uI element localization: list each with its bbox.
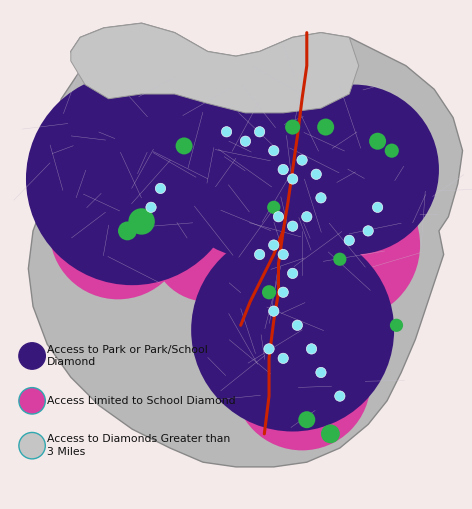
Circle shape bbox=[302, 212, 312, 222]
Circle shape bbox=[269, 84, 439, 254]
Circle shape bbox=[26, 73, 238, 285]
Circle shape bbox=[155, 183, 166, 193]
Circle shape bbox=[287, 268, 298, 278]
Circle shape bbox=[269, 146, 279, 156]
Circle shape bbox=[50, 162, 186, 299]
Circle shape bbox=[19, 433, 45, 459]
Circle shape bbox=[240, 136, 251, 147]
Circle shape bbox=[176, 137, 193, 154]
Circle shape bbox=[19, 343, 45, 369]
Text: Access to Park or Park/School
Diamond: Access to Park or Park/School Diamond bbox=[47, 345, 208, 367]
Circle shape bbox=[128, 208, 155, 235]
Circle shape bbox=[19, 388, 45, 414]
Circle shape bbox=[160, 61, 359, 259]
Circle shape bbox=[262, 285, 276, 299]
Polygon shape bbox=[28, 23, 463, 467]
Circle shape bbox=[234, 314, 371, 450]
Circle shape bbox=[363, 225, 373, 236]
Circle shape bbox=[390, 319, 403, 332]
Circle shape bbox=[316, 367, 326, 378]
Circle shape bbox=[269, 240, 279, 250]
Circle shape bbox=[146, 202, 156, 212]
Circle shape bbox=[335, 391, 345, 401]
Circle shape bbox=[278, 287, 288, 297]
Circle shape bbox=[191, 229, 394, 432]
Circle shape bbox=[278, 249, 288, 260]
Circle shape bbox=[269, 169, 420, 321]
Circle shape bbox=[287, 221, 298, 232]
Circle shape bbox=[333, 252, 346, 266]
Circle shape bbox=[369, 133, 386, 150]
Text: Access Limited to School Diamond: Access Limited to School Diamond bbox=[47, 396, 236, 406]
Circle shape bbox=[344, 235, 354, 245]
Circle shape bbox=[287, 174, 298, 184]
Polygon shape bbox=[71, 23, 359, 113]
Circle shape bbox=[297, 155, 307, 165]
Circle shape bbox=[321, 425, 340, 443]
Circle shape bbox=[317, 119, 334, 135]
Circle shape bbox=[264, 344, 274, 354]
Circle shape bbox=[221, 127, 232, 137]
Circle shape bbox=[267, 201, 280, 214]
Circle shape bbox=[298, 411, 315, 428]
Circle shape bbox=[254, 249, 265, 260]
Circle shape bbox=[385, 144, 399, 158]
Circle shape bbox=[285, 120, 300, 134]
Circle shape bbox=[254, 127, 265, 137]
Text: Access to Diamonds Greater than
3 Miles: Access to Diamonds Greater than 3 Miles bbox=[47, 434, 230, 457]
Circle shape bbox=[372, 202, 383, 212]
Circle shape bbox=[311, 169, 321, 180]
Circle shape bbox=[292, 320, 303, 330]
Circle shape bbox=[278, 164, 288, 175]
Circle shape bbox=[273, 212, 284, 222]
Circle shape bbox=[316, 193, 326, 203]
Circle shape bbox=[269, 306, 279, 316]
Circle shape bbox=[278, 353, 288, 363]
Circle shape bbox=[151, 188, 264, 302]
Circle shape bbox=[306, 344, 317, 354]
Circle shape bbox=[118, 221, 137, 240]
